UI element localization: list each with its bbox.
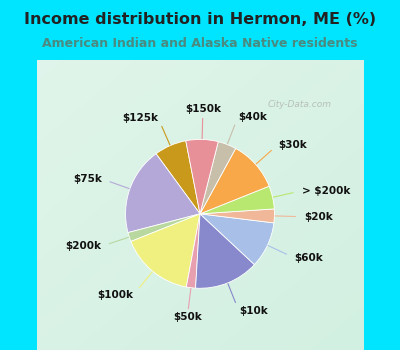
Wedge shape: [196, 214, 254, 288]
Wedge shape: [186, 214, 200, 288]
Wedge shape: [156, 141, 200, 214]
Text: $50k: $50k: [173, 313, 202, 322]
Text: $20k: $20k: [304, 212, 333, 222]
Text: $40k: $40k: [238, 112, 267, 122]
Text: $150k: $150k: [185, 104, 221, 114]
Text: $75k: $75k: [73, 174, 102, 184]
Text: $200k: $200k: [65, 241, 101, 251]
Wedge shape: [131, 214, 200, 287]
Text: $125k: $125k: [122, 113, 158, 123]
Wedge shape: [200, 209, 274, 223]
Wedge shape: [200, 142, 236, 214]
Wedge shape: [200, 186, 274, 214]
Wedge shape: [200, 214, 274, 265]
Text: $100k: $100k: [98, 289, 134, 300]
Text: $60k: $60k: [295, 253, 323, 263]
Wedge shape: [126, 154, 200, 233]
Text: Income distribution in Hermon, ME (%): Income distribution in Hermon, ME (%): [24, 12, 376, 27]
Text: $10k: $10k: [239, 306, 268, 316]
Text: American Indian and Alaska Native residents: American Indian and Alaska Native reside…: [42, 37, 358, 50]
Text: > $200k: > $200k: [302, 186, 350, 196]
Text: City-Data.com: City-Data.com: [268, 100, 332, 109]
Wedge shape: [128, 214, 200, 241]
Wedge shape: [186, 139, 218, 214]
Wedge shape: [200, 148, 269, 214]
Text: $30k: $30k: [278, 140, 307, 149]
